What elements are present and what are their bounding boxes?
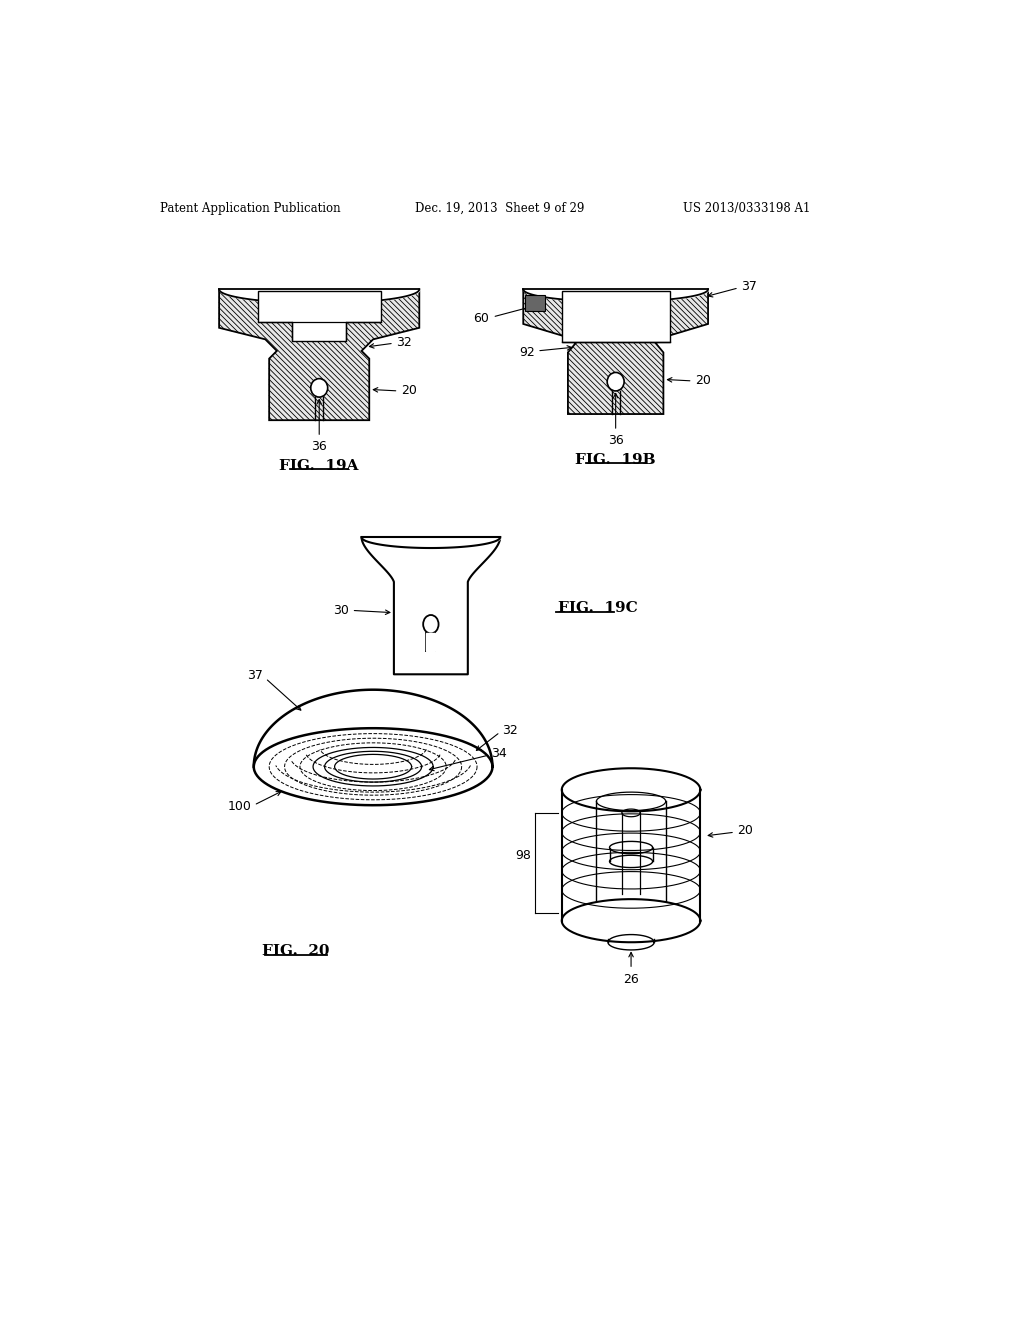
- Text: FIG.  19A: FIG. 19A: [280, 459, 359, 473]
- Text: 36: 36: [311, 441, 327, 453]
- Text: 36: 36: [608, 434, 624, 447]
- Text: 26: 26: [624, 973, 639, 986]
- Text: 20: 20: [695, 375, 711, 388]
- Text: FIG.  19B: FIG. 19B: [575, 453, 656, 466]
- Text: 98: 98: [515, 849, 531, 862]
- Ellipse shape: [607, 372, 625, 391]
- Ellipse shape: [310, 379, 328, 397]
- Polygon shape: [254, 690, 493, 805]
- Polygon shape: [361, 537, 500, 675]
- Text: 32: 32: [396, 335, 412, 348]
- Polygon shape: [562, 768, 700, 942]
- Text: Patent Application Publication: Patent Application Publication: [160, 202, 340, 215]
- Text: 34: 34: [490, 747, 507, 760]
- Ellipse shape: [423, 615, 438, 634]
- Text: 20: 20: [400, 384, 417, 397]
- Text: 37: 37: [741, 280, 757, 293]
- Text: FIG.  19C: FIG. 19C: [558, 601, 638, 615]
- Text: Dec. 19, 2013  Sheet 9 of 29: Dec. 19, 2013 Sheet 9 of 29: [416, 202, 585, 215]
- Text: 20: 20: [737, 824, 754, 837]
- Text: 60: 60: [473, 312, 488, 325]
- Text: 37: 37: [247, 669, 263, 682]
- Polygon shape: [523, 289, 708, 414]
- Text: 92: 92: [519, 346, 535, 359]
- Polygon shape: [524, 296, 545, 312]
- Text: FIG.  20: FIG. 20: [262, 944, 330, 958]
- Text: 100: 100: [227, 800, 252, 813]
- Polygon shape: [219, 289, 419, 420]
- Text: US 2013/0333198 A1: US 2013/0333198 A1: [683, 202, 810, 215]
- Polygon shape: [426, 632, 435, 651]
- Polygon shape: [562, 290, 670, 342]
- Text: 32: 32: [503, 723, 518, 737]
- Text: 30: 30: [334, 603, 349, 616]
- Polygon shape: [258, 290, 381, 341]
